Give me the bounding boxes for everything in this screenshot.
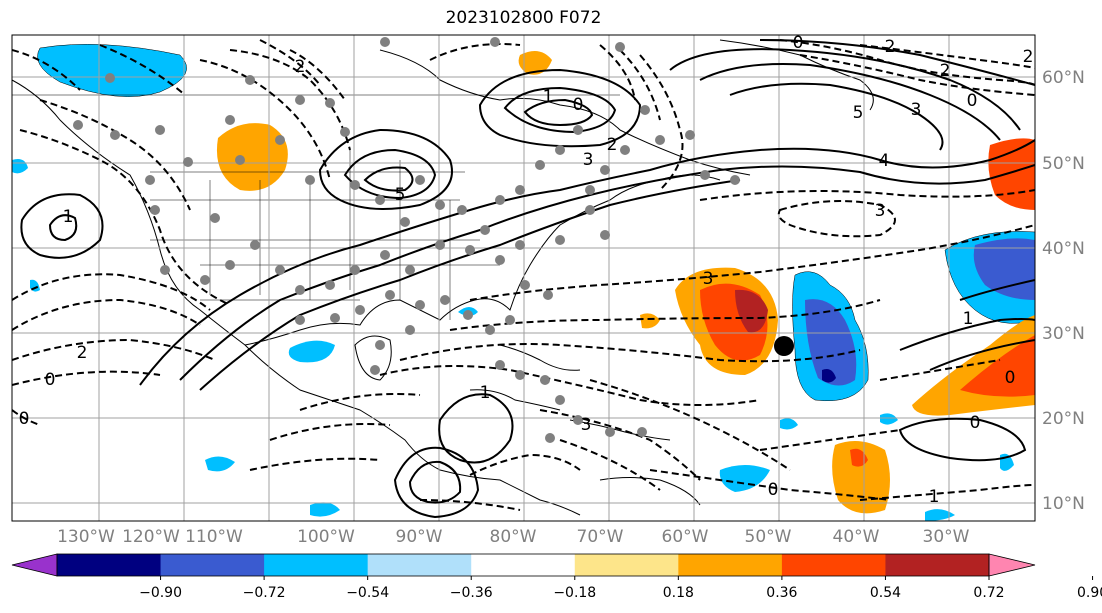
chart-title: 2023102800 F072 xyxy=(445,8,602,28)
longitude-label: 90°W xyxy=(396,527,443,547)
colorbar-frame xyxy=(56,553,990,577)
colorbar-segment xyxy=(574,554,679,576)
colorbar-segment xyxy=(781,554,886,576)
contour-label: 0 xyxy=(793,33,804,53)
contour-label: 0 xyxy=(45,370,56,390)
longitude-label: 120°W xyxy=(122,527,180,547)
contour-label: 2 xyxy=(940,61,951,81)
colorbar-segment xyxy=(367,554,472,576)
longitude-label: 80°W xyxy=(490,527,537,547)
colorbar-tick-label: −0.18 xyxy=(553,585,596,601)
colorbar-tick-label: 0.72 xyxy=(973,585,1004,601)
contour-label: 0 xyxy=(573,95,584,115)
colorbar-extend-high xyxy=(988,553,1036,577)
station-dots xyxy=(73,37,740,443)
contour-label: 5 xyxy=(853,103,864,123)
contour-label: 0 xyxy=(768,480,779,500)
latitude-label: 20°N xyxy=(1042,409,1085,429)
colorbar xyxy=(11,553,1036,577)
contour-label: 1 xyxy=(63,207,74,227)
contour-label: 1 xyxy=(543,87,554,107)
contour-label: 1 xyxy=(929,487,940,507)
contour-label: 2 xyxy=(77,343,88,363)
contour-label: 3 xyxy=(581,415,592,435)
longitude-label: 100°W xyxy=(297,527,355,547)
longitude-labels: 130°W 120°W 110°W 100°W 90°W 80°W 70°W 60°W 50°W… xyxy=(57,527,970,547)
colorbar-segment xyxy=(471,554,576,576)
contour-label: 1 xyxy=(480,383,491,403)
contour-label: 3 xyxy=(875,201,886,221)
contour-label: 3 xyxy=(703,269,714,289)
longitude-label: 50°W xyxy=(745,527,792,547)
contour-label: 3 xyxy=(583,150,594,170)
latitude-labels: 60°N 50°N 40°N 30°N 20°N 10°N xyxy=(1042,68,1085,514)
colorbar-tick-label: −0.54 xyxy=(346,585,389,601)
colorbar-segment xyxy=(885,554,990,576)
contour-label: 0 xyxy=(1005,368,1016,388)
colorbar-segment xyxy=(57,554,162,576)
latitude-label: 10°N xyxy=(1042,494,1085,514)
colorbar-segment xyxy=(678,554,783,576)
map-border xyxy=(11,34,1036,522)
latitude-label: 60°N xyxy=(1042,68,1085,88)
colorbar-tick-label: 0.36 xyxy=(766,585,797,601)
latitude-label: 40°N xyxy=(1042,239,1085,259)
colorbar-segment xyxy=(160,554,265,576)
longitude-label: 60°W xyxy=(662,527,709,547)
contour-label: 0 xyxy=(19,409,30,429)
longitude-label: 130°W xyxy=(57,527,115,547)
contour-label: 1 xyxy=(963,309,974,329)
colorbar-tick-label: −0.36 xyxy=(450,585,493,601)
longitude-label: 30°W xyxy=(923,527,970,547)
contour-label: 2 xyxy=(1023,47,1034,67)
longitude-label: 40°W xyxy=(833,527,880,547)
contour-label: 2 xyxy=(295,57,306,77)
location-marker xyxy=(774,336,794,356)
contour-label: 0 xyxy=(967,91,978,111)
colorbar-tick-label: −0.72 xyxy=(243,585,286,601)
latitude-label: 50°N xyxy=(1042,154,1085,174)
colorbar-tick-label: 0.90 xyxy=(1077,585,1102,601)
colorbar-tick-label: 0.54 xyxy=(870,585,901,601)
colorbar-segment xyxy=(264,554,369,576)
negative-contours xyxy=(12,39,1035,511)
contour-label: 2 xyxy=(607,135,618,155)
contour-label: 5 xyxy=(395,185,406,205)
anomaly-fills xyxy=(12,44,1035,521)
coastlines xyxy=(12,39,874,516)
longitude-label: 70°W xyxy=(577,527,624,547)
colorbar-tick-label: −0.90 xyxy=(139,585,182,601)
colorbar-tick-label: 0.18 xyxy=(663,585,694,601)
longitude-label: 110°W xyxy=(185,527,243,547)
contour-label: 4 xyxy=(879,151,890,171)
contour-label: 3 xyxy=(911,100,922,120)
contour-label: 2 xyxy=(885,37,896,57)
contour-label: 0 xyxy=(970,413,981,433)
colorbar-tick-labels: −0.90 −0.72 −0.54 −0.36 −0.18 0.18 0.36 0.54 0.7… xyxy=(139,576,1102,601)
latitude-label: 30°N xyxy=(1042,324,1085,344)
colorbar-extend-low xyxy=(11,553,58,577)
